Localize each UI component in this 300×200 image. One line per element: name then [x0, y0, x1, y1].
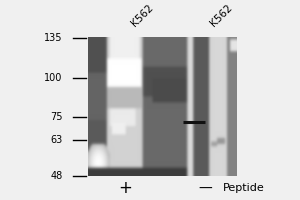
Text: 135: 135	[44, 33, 62, 43]
Text: K562: K562	[208, 2, 234, 28]
Text: —: —	[198, 181, 212, 195]
Text: 63: 63	[50, 135, 62, 145]
Text: K562: K562	[130, 2, 155, 28]
Text: 100: 100	[44, 73, 62, 83]
Text: Peptide: Peptide	[223, 183, 265, 193]
Text: 75: 75	[50, 112, 62, 122]
Text: +: +	[118, 179, 132, 197]
Text: 48: 48	[50, 171, 62, 181]
